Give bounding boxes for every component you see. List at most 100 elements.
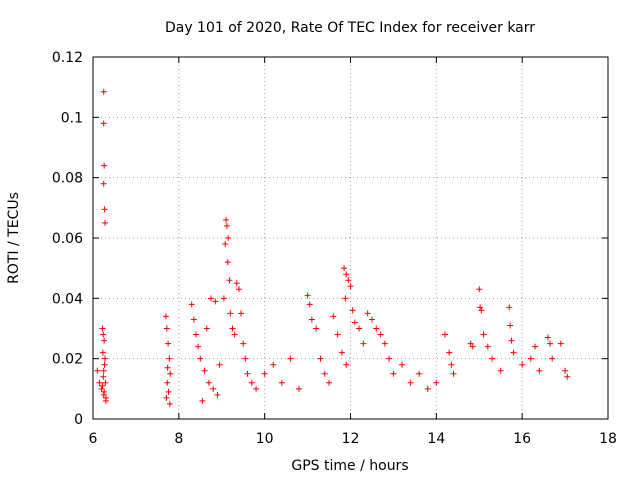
- data-point: [99, 325, 106, 332]
- data-point: [477, 304, 484, 311]
- data-point: [306, 301, 313, 308]
- data-point: [317, 355, 324, 362]
- axis-ticks: 6 8 10 12 14 16 18 0 0.02 0.04 0.06 0.08 0.1 0.12: [52, 50, 617, 447]
- y-tick-label: 0.06: [52, 231, 83, 247]
- data-point: [373, 325, 380, 332]
- data-point: [446, 349, 453, 356]
- data-point: [99, 382, 106, 389]
- data-point: [101, 162, 108, 169]
- data-point: [532, 343, 539, 350]
- x-tick-label: 14: [427, 431, 445, 447]
- data-point: [229, 325, 236, 332]
- data-point: [270, 361, 277, 368]
- data-point: [469, 343, 476, 350]
- data-point: [164, 379, 171, 386]
- y-tick-label: 0: [74, 412, 83, 428]
- data-point: [100, 88, 107, 95]
- x-tick-label: 16: [513, 431, 531, 447]
- data-point: [162, 313, 169, 320]
- data-point: [330, 313, 337, 320]
- data-point: [547, 340, 554, 347]
- data-point: [226, 277, 233, 284]
- data-point: [100, 120, 107, 127]
- data-point: [345, 277, 352, 284]
- data-point: [562, 367, 569, 374]
- data-point: [205, 379, 212, 386]
- data-point: [342, 295, 349, 302]
- x-tick-label: 10: [256, 431, 274, 447]
- data-point: [467, 340, 474, 347]
- data-point: [100, 373, 107, 380]
- data-point: [308, 316, 315, 323]
- x-tick-label: 12: [342, 431, 360, 447]
- data-point: [188, 301, 195, 308]
- data-point: [478, 307, 485, 314]
- data-point: [381, 340, 388, 347]
- data-point: [321, 370, 328, 377]
- data-point: [360, 340, 367, 347]
- data-point: [166, 355, 173, 362]
- data-point: [244, 370, 251, 377]
- y-tick-label: 0.1: [61, 110, 83, 126]
- data-point: [351, 319, 358, 326]
- x-tick-label: 8: [174, 431, 183, 447]
- data-point: [212, 298, 219, 305]
- data-point: [390, 370, 397, 377]
- data-point: [163, 325, 170, 332]
- x-tick-label: 6: [89, 431, 98, 447]
- data-point: [100, 391, 107, 398]
- data-point: [98, 385, 105, 392]
- data-point: [102, 355, 109, 362]
- data-point: [203, 325, 210, 332]
- data-point: [476, 286, 483, 293]
- data-point: [227, 310, 234, 317]
- data-point: [364, 310, 371, 317]
- data-point: [508, 337, 515, 344]
- data-point: [102, 397, 109, 404]
- data-point: [235, 286, 242, 293]
- data-point: [163, 394, 170, 401]
- data-point: [199, 397, 206, 404]
- data-point: [407, 379, 414, 386]
- data-point: [343, 271, 350, 278]
- data-point: [167, 370, 174, 377]
- data-point: [527, 355, 534, 362]
- data-point: [195, 343, 202, 350]
- data-point: [497, 367, 504, 374]
- x-axis-label: GPS time / hours: [291, 458, 408, 474]
- data-point: [326, 379, 333, 386]
- data-point: [349, 307, 356, 314]
- data-point: [313, 325, 320, 332]
- data-point: [450, 370, 457, 377]
- y-axis-label: ROTI / TECUs: [6, 192, 22, 284]
- data-point: [165, 340, 172, 347]
- data-point: [441, 331, 448, 338]
- data-point: [433, 379, 440, 386]
- data-point: [214, 391, 221, 398]
- data-point: [99, 349, 106, 356]
- data-point: [102, 379, 109, 386]
- data-point: [519, 361, 526, 368]
- data-point: [242, 355, 249, 362]
- data-point: [424, 385, 431, 392]
- data-point: [356, 325, 363, 332]
- x-tick-label: 18: [599, 431, 617, 447]
- data-point: [101, 206, 108, 213]
- data-point: [208, 295, 215, 302]
- data-point: [210, 385, 217, 392]
- data-point: [164, 364, 171, 371]
- data-point: [101, 361, 108, 368]
- data-point: [222, 241, 229, 248]
- data-point: [165, 388, 172, 395]
- data-point: [101, 337, 108, 344]
- data-point: [225, 235, 232, 241]
- data-point: [368, 316, 375, 323]
- data-point: [484, 343, 491, 350]
- data-point: [341, 265, 348, 272]
- data-point: [480, 331, 487, 338]
- data-point: [377, 331, 384, 338]
- data-point: [201, 367, 208, 374]
- y-tick-label: 0.04: [52, 291, 83, 307]
- data-point: [544, 334, 551, 341]
- data-point: [223, 216, 230, 223]
